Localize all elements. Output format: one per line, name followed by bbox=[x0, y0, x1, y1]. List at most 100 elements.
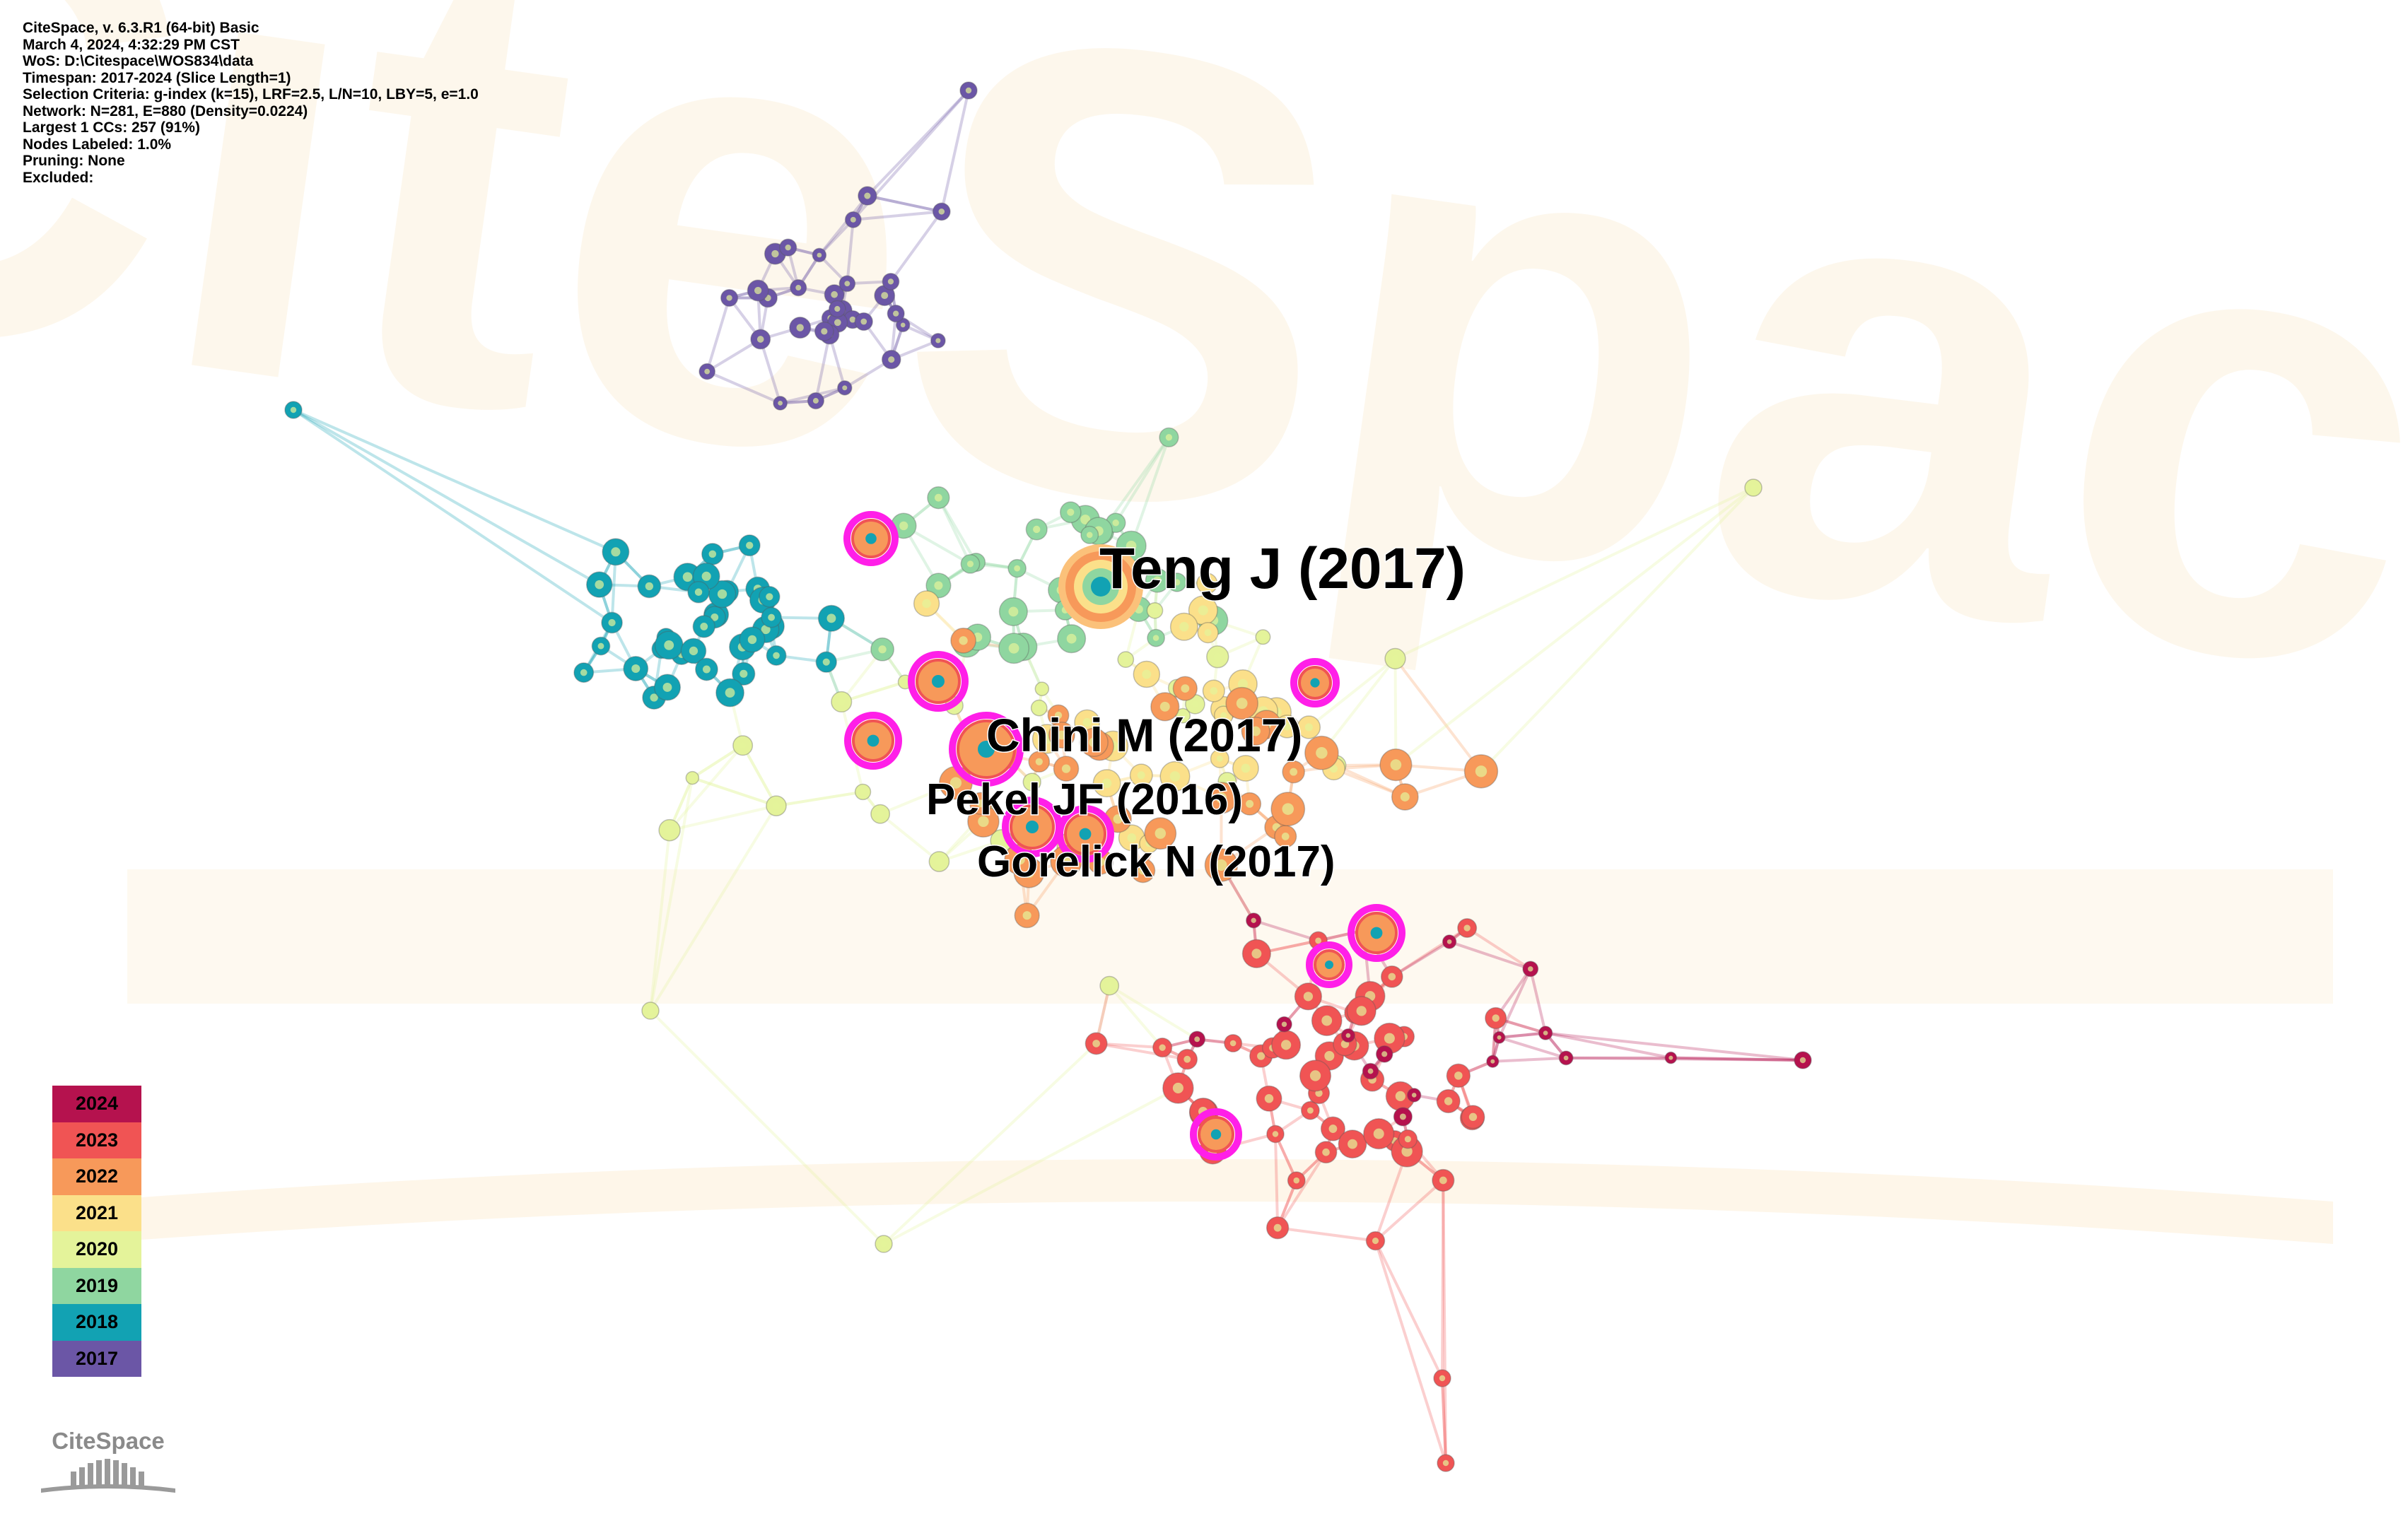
network-node[interactable] bbox=[591, 636, 611, 656]
network-node[interactable] bbox=[927, 486, 950, 510]
network-node[interactable] bbox=[1014, 903, 1040, 929]
network-node[interactable] bbox=[1172, 676, 1198, 701]
network-node[interactable] bbox=[960, 554, 981, 574]
network-node[interactable] bbox=[1393, 1107, 1413, 1127]
network-node[interactable] bbox=[854, 783, 872, 801]
network-node[interactable] bbox=[831, 691, 853, 713]
network-node[interactable] bbox=[1664, 1051, 1678, 1064]
network-node[interactable] bbox=[1375, 1045, 1393, 1063]
network-node[interactable] bbox=[1204, 848, 1239, 882]
network-node[interactable] bbox=[1028, 751, 1051, 773]
network-node[interactable] bbox=[913, 590, 940, 617]
network-node[interactable] bbox=[732, 735, 754, 756]
network-node[interactable] bbox=[1256, 1085, 1282, 1112]
network-node[interactable] bbox=[1314, 1141, 1338, 1164]
network-node[interactable] bbox=[1457, 917, 1478, 939]
network-node[interactable] bbox=[1463, 754, 1499, 789]
network-node[interactable] bbox=[1245, 912, 1262, 929]
network-node[interactable] bbox=[1092, 769, 1121, 798]
network-node[interactable] bbox=[1794, 1051, 1812, 1069]
network-node[interactable] bbox=[1206, 645, 1229, 669]
network-node[interactable] bbox=[1146, 601, 1164, 619]
network-node[interactable] bbox=[870, 804, 891, 824]
network-node[interactable] bbox=[1398, 1129, 1418, 1149]
network-node[interactable] bbox=[773, 395, 788, 411]
network-node[interactable] bbox=[1241, 939, 1271, 968]
network-node[interactable] bbox=[1129, 763, 1153, 787]
network-node[interactable] bbox=[1205, 782, 1238, 814]
network-node[interactable] bbox=[715, 678, 744, 707]
network-node[interactable] bbox=[1391, 783, 1419, 811]
network-node[interactable] bbox=[1144, 817, 1177, 850]
network-node[interactable] bbox=[653, 674, 682, 701]
network-node[interactable] bbox=[1287, 1171, 1306, 1190]
network-node[interactable] bbox=[1255, 629, 1271, 645]
network-node[interactable] bbox=[925, 572, 952, 599]
network-node[interactable] bbox=[759, 586, 781, 608]
network-node[interactable] bbox=[1022, 773, 1041, 792]
network-node[interactable] bbox=[1057, 624, 1087, 654]
network-node[interactable] bbox=[1080, 525, 1099, 544]
network-node[interactable] bbox=[1188, 1030, 1206, 1048]
network-node[interactable] bbox=[766, 645, 787, 666]
network-node[interactable] bbox=[1210, 748, 1229, 768]
network-node[interactable] bbox=[1492, 1030, 1506, 1044]
network-node[interactable] bbox=[1197, 622, 1219, 644]
network-node[interactable] bbox=[1185, 693, 1205, 715]
network-node[interactable] bbox=[1406, 1088, 1422, 1103]
network-node[interactable] bbox=[887, 305, 905, 323]
network-node[interactable] bbox=[1384, 647, 1406, 670]
highlighted-node[interactable] bbox=[1056, 805, 1114, 863]
network-node[interactable] bbox=[761, 606, 782, 628]
network-node[interactable] bbox=[1270, 792, 1306, 827]
network-node[interactable] bbox=[1300, 1100, 1320, 1120]
network-node[interactable] bbox=[998, 633, 1030, 664]
network-node[interactable] bbox=[695, 657, 718, 681]
network-node[interactable] bbox=[814, 321, 834, 341]
highlighted-node[interactable] bbox=[844, 712, 902, 770]
network-node[interactable] bbox=[858, 186, 877, 206]
network-node[interactable] bbox=[1340, 1028, 1356, 1043]
network-node[interactable] bbox=[654, 630, 684, 660]
network-node[interactable] bbox=[1085, 1032, 1108, 1055]
network-node[interactable] bbox=[854, 312, 873, 331]
network-node[interactable] bbox=[1007, 558, 1027, 578]
network-node[interactable] bbox=[875, 1235, 893, 1253]
network-node[interactable] bbox=[1299, 1059, 1332, 1092]
network-node[interactable] bbox=[1744, 478, 1763, 497]
network-node[interactable] bbox=[1274, 825, 1297, 848]
network-node[interactable] bbox=[699, 363, 716, 380]
network-node[interactable] bbox=[1048, 721, 1075, 749]
network-node[interactable] bbox=[1225, 686, 1258, 720]
network-node[interactable] bbox=[1224, 1033, 1243, 1053]
network-node[interactable] bbox=[1374, 1022, 1405, 1055]
network-node[interactable] bbox=[1025, 518, 1048, 541]
network-node[interactable] bbox=[637, 574, 662, 599]
network-node[interactable] bbox=[585, 571, 613, 598]
network-node[interactable] bbox=[1202, 679, 1225, 703]
network-node[interactable] bbox=[950, 627, 976, 654]
network-node[interactable] bbox=[1432, 1168, 1455, 1192]
network-node[interactable] bbox=[1461, 1105, 1485, 1129]
network-node[interactable] bbox=[1117, 651, 1135, 669]
network-node[interactable] bbox=[1099, 975, 1120, 996]
network-node[interactable] bbox=[1159, 760, 1191, 792]
network-node[interactable] bbox=[815, 651, 837, 673]
highlighted-node[interactable] bbox=[1306, 941, 1352, 988]
network-node[interactable] bbox=[1232, 755, 1259, 782]
network-node[interactable] bbox=[1282, 760, 1305, 784]
network-node[interactable] bbox=[1446, 1063, 1471, 1088]
network-node[interactable] bbox=[844, 211, 862, 228]
network-node[interactable] bbox=[1338, 1129, 1367, 1159]
network-node[interactable] bbox=[790, 278, 807, 297]
network-node[interactable] bbox=[817, 604, 846, 632]
network-node[interactable] bbox=[837, 380, 853, 396]
network-node[interactable] bbox=[1169, 612, 1198, 641]
network-node[interactable] bbox=[1346, 996, 1377, 1026]
network-node[interactable] bbox=[680, 638, 707, 664]
network-node[interactable] bbox=[789, 316, 812, 339]
network-node[interactable] bbox=[1133, 660, 1161, 688]
network-node[interactable] bbox=[602, 538, 630, 566]
highlighted-node[interactable] bbox=[1190, 1108, 1242, 1161]
